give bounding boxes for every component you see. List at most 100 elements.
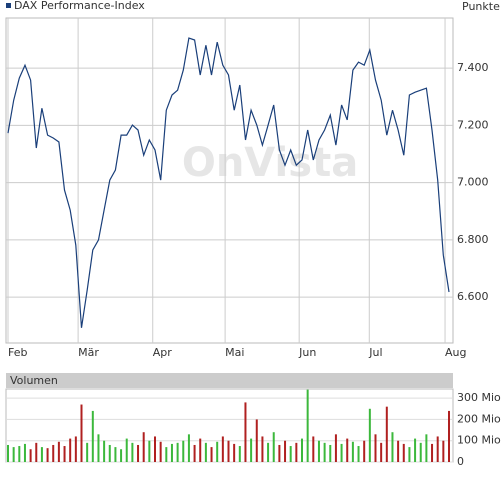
volume-bar bbox=[97, 434, 100, 462]
volume-bar bbox=[40, 447, 43, 462]
volume-bar bbox=[35, 442, 38, 462]
plot-area bbox=[5, 17, 454, 344]
volume-bar bbox=[448, 410, 450, 462]
chart-title: DAX Performance-Index bbox=[14, 0, 145, 12]
volume-bar bbox=[351, 441, 354, 462]
volume-bar bbox=[199, 438, 202, 462]
volume-bar bbox=[63, 446, 66, 462]
volume-bar bbox=[340, 443, 343, 462]
volume-bar bbox=[380, 442, 383, 462]
volume-bar bbox=[385, 406, 388, 462]
volume-bar bbox=[250, 438, 253, 462]
volume-bar bbox=[272, 432, 275, 462]
y-tick-label: 6.800 bbox=[457, 233, 489, 246]
volume-bar bbox=[397, 440, 400, 462]
volume-bar bbox=[86, 442, 89, 462]
volume-bar bbox=[91, 410, 94, 462]
volume-bar bbox=[148, 440, 151, 462]
y-tick-label: 6.600 bbox=[457, 290, 489, 303]
volume-bar bbox=[221, 436, 224, 462]
volume-bar bbox=[289, 446, 292, 462]
volume-bar bbox=[12, 447, 15, 462]
volume-bar bbox=[57, 441, 60, 462]
volume-bar bbox=[233, 443, 236, 462]
volume-bar bbox=[391, 432, 394, 462]
volume-bar bbox=[431, 443, 434, 462]
volume-bar bbox=[137, 444, 140, 462]
x-tick-label: Mai bbox=[225, 346, 244, 359]
volume-bar bbox=[238, 446, 241, 462]
volume-bar bbox=[425, 434, 428, 462]
volume-bar bbox=[204, 442, 207, 462]
volume-bar bbox=[227, 440, 230, 462]
y-axis-label: Punkte bbox=[462, 0, 500, 13]
volume-bar bbox=[182, 440, 185, 462]
volume-bar bbox=[120, 449, 123, 462]
volume-bar bbox=[346, 438, 349, 462]
volume-bar bbox=[278, 444, 281, 462]
volume-bar bbox=[419, 442, 422, 462]
volume-bar bbox=[317, 440, 320, 462]
volume-bar bbox=[29, 449, 32, 462]
volume-bar bbox=[306, 389, 309, 462]
volume-bar bbox=[187, 434, 190, 462]
price-line bbox=[7, 37, 450, 328]
volume-bar bbox=[170, 443, 173, 462]
volume-bar bbox=[357, 446, 360, 462]
volume-bar bbox=[176, 442, 179, 462]
volume-bar bbox=[131, 442, 134, 462]
volume-bar bbox=[159, 441, 162, 462]
x-tick-label: Jun bbox=[298, 346, 316, 359]
volume-bar bbox=[210, 447, 213, 462]
legend-swatch bbox=[6, 3, 11, 8]
volume-bar bbox=[69, 438, 72, 462]
volume-bar bbox=[142, 432, 145, 462]
volume-bar bbox=[374, 434, 377, 462]
volume-bar bbox=[261, 436, 264, 462]
y-tick-label: 7.000 bbox=[457, 176, 489, 189]
y-tick-label: 300 Mio. bbox=[457, 391, 501, 404]
watermark: OnVista bbox=[182, 140, 358, 186]
volume-bar bbox=[244, 402, 247, 462]
volume-bar bbox=[363, 440, 366, 462]
volume-bar bbox=[18, 446, 21, 462]
volume-bar bbox=[216, 441, 219, 462]
volume-bar bbox=[301, 438, 303, 462]
y-tick-label: 7.400 bbox=[457, 61, 489, 74]
volume-bar bbox=[108, 444, 111, 462]
panel-header bbox=[6, 373, 453, 388]
volume-bar bbox=[46, 448, 49, 462]
volume-bar bbox=[255, 419, 258, 462]
y-tick-label: 0 bbox=[457, 455, 464, 468]
y-tick-label: 200 Mio. bbox=[457, 412, 501, 425]
volume-bar bbox=[414, 438, 417, 462]
volume-bar bbox=[74, 436, 77, 462]
volume-bar bbox=[52, 444, 55, 462]
volume-bar bbox=[436, 436, 439, 462]
volume-bar bbox=[114, 447, 117, 462]
volume-bar bbox=[23, 443, 26, 462]
x-tick-label: Aug bbox=[445, 346, 466, 359]
volume-bar bbox=[312, 436, 315, 462]
volume-bar bbox=[154, 436, 156, 462]
volume-bar bbox=[323, 442, 326, 462]
y-tick-label: 7.200 bbox=[457, 118, 489, 131]
volume-bar bbox=[442, 440, 445, 462]
x-tick-label: Apr bbox=[153, 346, 173, 359]
volume-bar bbox=[295, 442, 298, 462]
volume-bar bbox=[165, 447, 168, 462]
volume-bar bbox=[103, 440, 106, 462]
volume-bar bbox=[368, 408, 371, 462]
volume-bar bbox=[329, 444, 332, 462]
x-tick-label: Feb bbox=[8, 346, 27, 359]
x-tick-label: Jul bbox=[368, 346, 382, 359]
panel-title: Volumen bbox=[10, 374, 58, 387]
volume-bar bbox=[193, 444, 196, 462]
volume-bar bbox=[80, 404, 83, 462]
volume-bar bbox=[7, 444, 9, 462]
volume-bar bbox=[125, 438, 128, 462]
volume-bar bbox=[334, 434, 337, 462]
volume-bar bbox=[408, 447, 411, 462]
volume-bar bbox=[284, 440, 287, 462]
